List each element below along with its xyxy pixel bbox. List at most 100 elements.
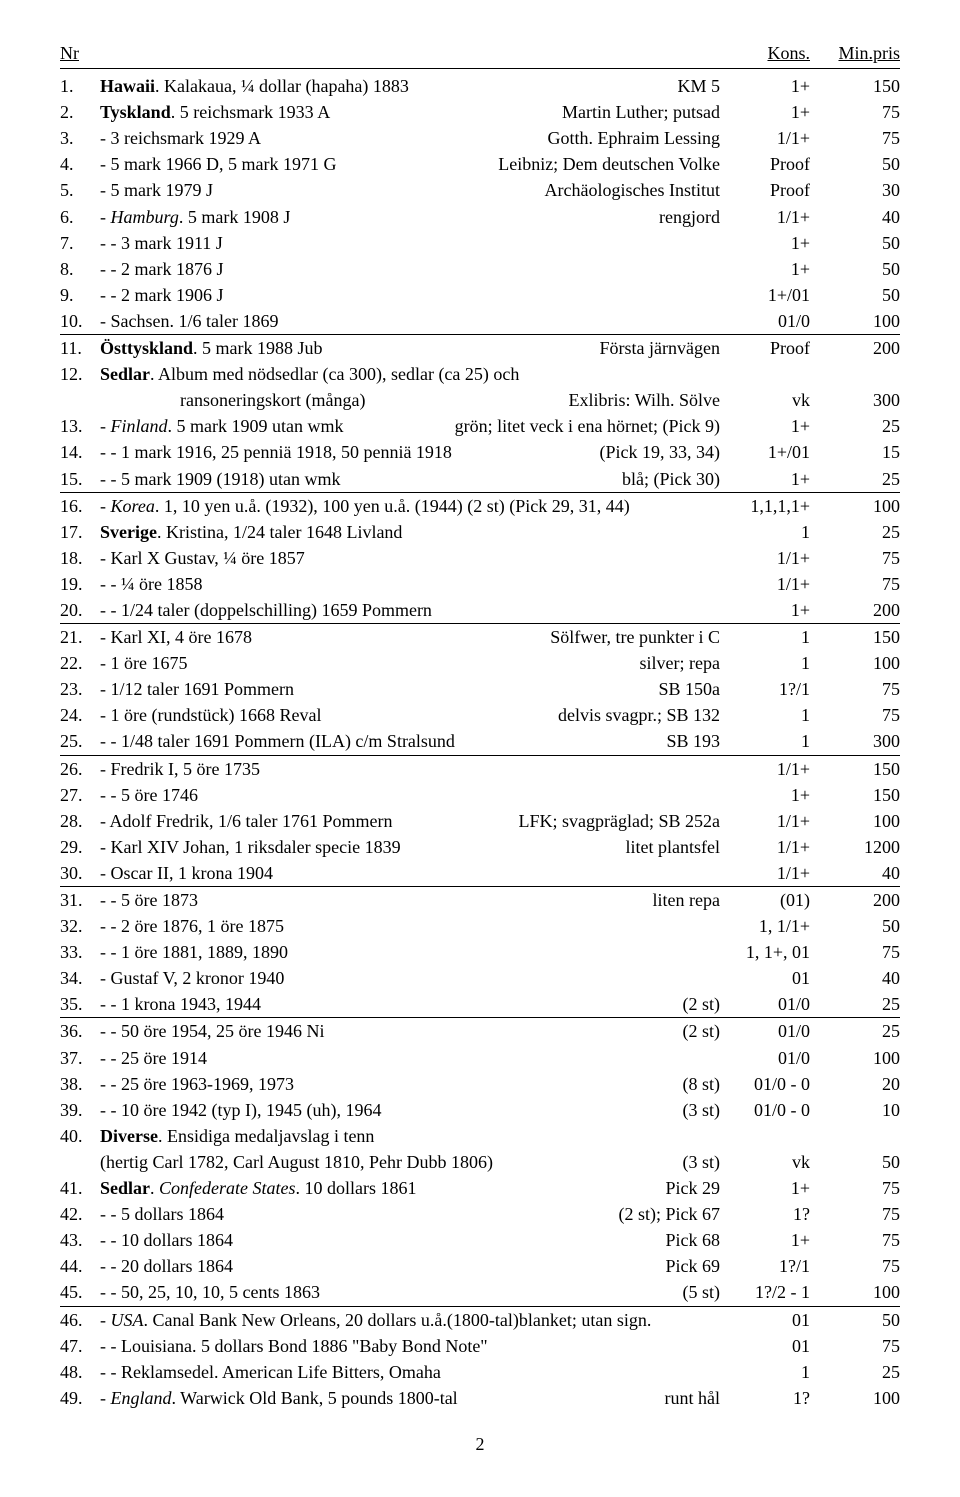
min-price: 75 — [810, 1227, 900, 1253]
condition: 1,1,1,1+ — [720, 493, 810, 519]
condition: 1 — [720, 624, 810, 650]
table-row: 27.- - 5 öre 17461+150 — [60, 782, 900, 808]
table-row: 39.- - 10 öre 1942 (typ I), 1945 (uh), 1… — [60, 1097, 900, 1123]
min-price: 75 — [810, 1175, 900, 1201]
table-row: 32.- - 2 öre 1876, 1 öre 18751, 1/1+50 — [60, 913, 900, 939]
lot-note: delvis svagpr.; SB 132 — [548, 702, 720, 728]
table-row: 6.- Hamburg. 5 mark 1908 Jrengjord1/1+40 — [60, 204, 900, 230]
condition: 1/1+ — [720, 808, 810, 834]
lot-description: - - 2 mark 1876 J — [100, 256, 720, 282]
lot-note: SB 150a — [648, 676, 720, 702]
table-row: 22.- 1 öre 1675silver; repa1100 — [60, 650, 900, 676]
lot-note: Sölfwer, tre punkter i C — [540, 624, 720, 650]
lot-description: - - 25 öre 1963-1969, 1973 — [100, 1071, 673, 1097]
table-row: 25.- - 1/48 taler 1691 Pommern (ILA) c/m… — [60, 728, 900, 755]
min-price: 100 — [810, 1279, 900, 1305]
min-price: 100 — [810, 650, 900, 676]
condition: 1 — [720, 650, 810, 676]
lot-note: runt hål — [655, 1385, 721, 1411]
lot-note: (3 st) — [673, 1097, 721, 1123]
lot-note: Första järnvägen — [590, 335, 720, 361]
lot-number: 26. — [60, 756, 100, 782]
min-price: 75 — [810, 571, 900, 597]
min-price: 150 — [810, 624, 900, 650]
lot-description: - - Louisiana. 5 dollars Bond 1886 "Baby… — [100, 1333, 720, 1359]
table-row: 16.- Korea. 1, 10 yen u.å. (1932), 100 y… — [60, 493, 900, 519]
lot-number: 28. — [60, 808, 100, 834]
condition: Proof — [720, 177, 810, 203]
min-price: 200 — [810, 887, 900, 913]
lot-description: - - 5 mark 1909 (1918) utan wmk — [100, 466, 612, 492]
lot-note: LFK; svagpräglad; SB 252a — [509, 808, 720, 834]
lot-number: 39. — [60, 1097, 100, 1123]
lot-description: Diverse. Ensidiga medaljavslag i tenn — [100, 1123, 720, 1149]
table-row-continuation: (hertig Carl 1782, Carl August 1810, Peh… — [60, 1149, 900, 1175]
lot-description: - - 1/24 taler (doppelschilling) 1659 Po… — [100, 597, 720, 623]
table-row: 8.- - 2 mark 1876 J1+50 — [60, 256, 900, 282]
lot-description: - 1 öre (rundstück) 1668 Reval — [100, 702, 548, 728]
lot-description: - 5 mark 1966 D, 5 mark 1971 G — [100, 151, 488, 177]
min-price: 200 — [810, 335, 900, 361]
lot-description: - Karl XIV Johan, 1 riksdaler specie 183… — [100, 834, 616, 860]
condition: 1/1+ — [720, 756, 810, 782]
min-price: 75 — [810, 125, 900, 151]
table-row: 4.- 5 mark 1966 D, 5 mark 1971 GLeibniz;… — [60, 151, 900, 177]
lot-number: 24. — [60, 702, 100, 728]
lot-description: Hawaii. Kalakaua, ¼ dollar (hapaha) 1883 — [100, 73, 667, 99]
min-price: 150 — [810, 73, 900, 99]
table-row: 44.- - 20 dollars 1864Pick 691?/175 — [60, 1253, 900, 1279]
lot-description: - - 5 dollars 1864 — [100, 1201, 609, 1227]
condition: 1? — [720, 1385, 810, 1411]
min-price: 25 — [810, 519, 900, 545]
table-row: 20.- - 1/24 taler (doppelschilling) 1659… — [60, 597, 900, 624]
lot-note: Martin Luther; putsad — [552, 99, 720, 125]
min-price: 1200 — [810, 834, 900, 860]
table-row: 38.- - 25 öre 1963-1969, 1973(8 st)01/0 … — [60, 1071, 900, 1097]
lot-number: 21. — [60, 624, 100, 650]
table-row-continuation: ransoneringskort (många)Exlibris: Wilh. … — [60, 387, 900, 413]
min-price: 100 — [810, 1385, 900, 1411]
lot-number: 32. — [60, 913, 100, 939]
condition: 01/0 - 0 — [720, 1097, 810, 1123]
lot-number: 23. — [60, 676, 100, 702]
min-price: 300 — [810, 387, 900, 413]
lot-note: Archäologisches Institut — [535, 177, 720, 203]
lot-description: - - 10 dollars 1864 — [100, 1227, 655, 1253]
condition: 1 — [720, 519, 810, 545]
table-row: 1.Hawaii. Kalakaua, ¼ dollar (hapaha) 18… — [60, 73, 900, 99]
lot-description: - 5 mark 1979 J — [100, 177, 535, 203]
table-row: 29.- Karl XIV Johan, 1 riksdaler specie … — [60, 834, 900, 860]
min-price: 50 — [810, 913, 900, 939]
lot-number: 12. — [60, 361, 100, 387]
lot-number: 31. — [60, 887, 100, 913]
lot-note: (5 st) — [673, 1279, 721, 1305]
lot-description: Tyskland. 5 reichsmark 1933 A — [100, 99, 552, 125]
lot-description: - Sachsen. 1/6 taler 1869 — [100, 308, 720, 334]
lot-description: - England. Warwick Old Bank, 5 pounds 18… — [100, 1385, 655, 1411]
min-price: 75 — [810, 939, 900, 965]
min-price: 75 — [810, 676, 900, 702]
table-row: 36.- - 50 öre 1954, 25 öre 1946 Ni(2 st)… — [60, 1018, 900, 1044]
condition: 1 — [720, 1359, 810, 1385]
table-row: 5.- 5 mark 1979 JArchäologisches Institu… — [60, 177, 900, 203]
min-price: 25 — [810, 991, 900, 1017]
min-price: 75 — [810, 1253, 900, 1279]
table-row: 9.- - 2 mark 1906 J1+/0150 — [60, 282, 900, 308]
catalog-rows: 1.Hawaii. Kalakaua, ¼ dollar (hapaha) 18… — [60, 73, 900, 1411]
lot-number: 38. — [60, 1071, 100, 1097]
condition: 01 — [720, 965, 810, 991]
lot-number: 37. — [60, 1045, 100, 1071]
table-row: 11.Östtyskland. 5 mark 1988 JubFörsta jä… — [60, 335, 900, 361]
table-row: 43.- - 10 dollars 1864Pick 681+75 — [60, 1227, 900, 1253]
min-price: 20 — [810, 1071, 900, 1097]
table-row: 14.- - 1 mark 1916, 25 penniä 1918, 50 p… — [60, 439, 900, 465]
min-price: 25 — [810, 1018, 900, 1044]
condition: 01/0 — [720, 991, 810, 1017]
lot-number: 34. — [60, 965, 100, 991]
lot-note: Exlibris: Wilh. Sölve — [559, 387, 720, 413]
header-kons: Kons. — [720, 40, 810, 66]
table-row: 3.- 3 reichsmark 1929 AGotth. Ephraim Le… — [60, 125, 900, 151]
lot-note: liten repa — [643, 887, 720, 913]
lot-description: - Karl X Gustav, ¼ öre 1857 — [100, 545, 720, 571]
condition: Proof — [720, 335, 810, 361]
